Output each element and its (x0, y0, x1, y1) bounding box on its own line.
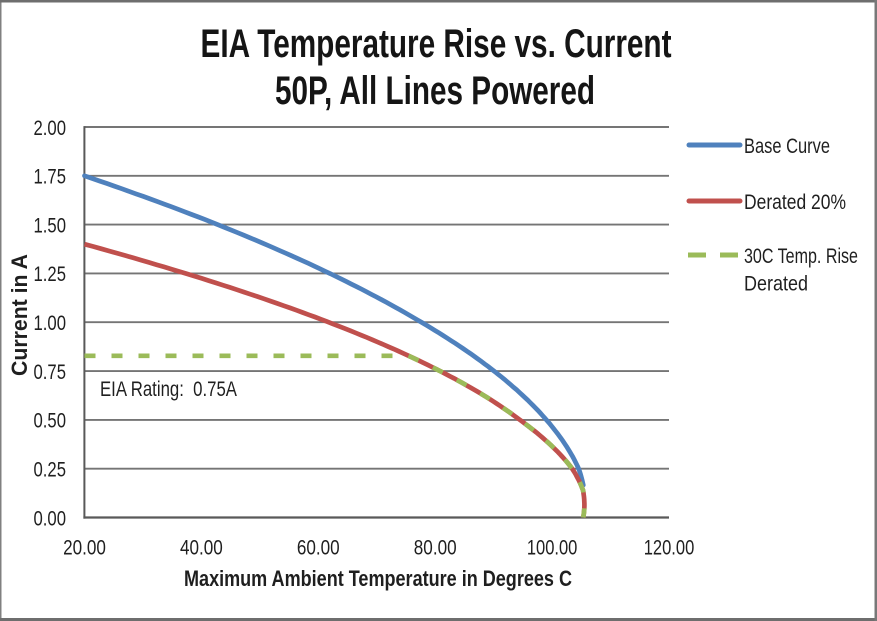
svg-text:1.00: 1.00 (34, 311, 67, 335)
svg-text:Maximum Ambient Temperature in: Maximum Ambient Temperature in Degrees C (184, 566, 572, 591)
svg-text:0.75: 0.75 (34, 360, 67, 384)
svg-text:60.00: 60.00 (297, 536, 340, 560)
svg-text:20.00: 20.00 (63, 536, 106, 560)
svg-text:Current in A: Current in A (7, 254, 32, 376)
svg-text:50P, All Lines Powered: 50P, All Lines Powered (275, 69, 595, 113)
svg-text:80.00: 80.00 (414, 536, 457, 560)
svg-text:Derated: Derated (744, 272, 808, 296)
svg-text:EIA Rating: 0.75A: EIA Rating: 0.75A (100, 377, 238, 401)
svg-text:0.00: 0.00 (34, 506, 67, 530)
svg-text:0.25: 0.25 (34, 458, 67, 482)
svg-text:Base Curve: Base Curve (744, 134, 830, 158)
svg-text:120.00: 120.00 (644, 536, 695, 560)
svg-text:1.75: 1.75 (34, 165, 67, 189)
svg-text:1.50: 1.50 (34, 213, 67, 237)
svg-text:2.00: 2.00 (34, 116, 67, 140)
svg-text:Derated 20%: Derated 20% (744, 190, 846, 214)
svg-text:40.00: 40.00 (180, 536, 223, 560)
svg-text:100.00: 100.00 (527, 536, 578, 560)
svg-text:0.50: 0.50 (34, 409, 67, 433)
svg-text:EIA Temperature Rise vs. Curre: EIA Temperature Rise vs. Current (201, 22, 672, 66)
svg-text:1.25: 1.25 (34, 262, 67, 286)
svg-text:30C Temp. Rise: 30C Temp. Rise (744, 244, 858, 268)
